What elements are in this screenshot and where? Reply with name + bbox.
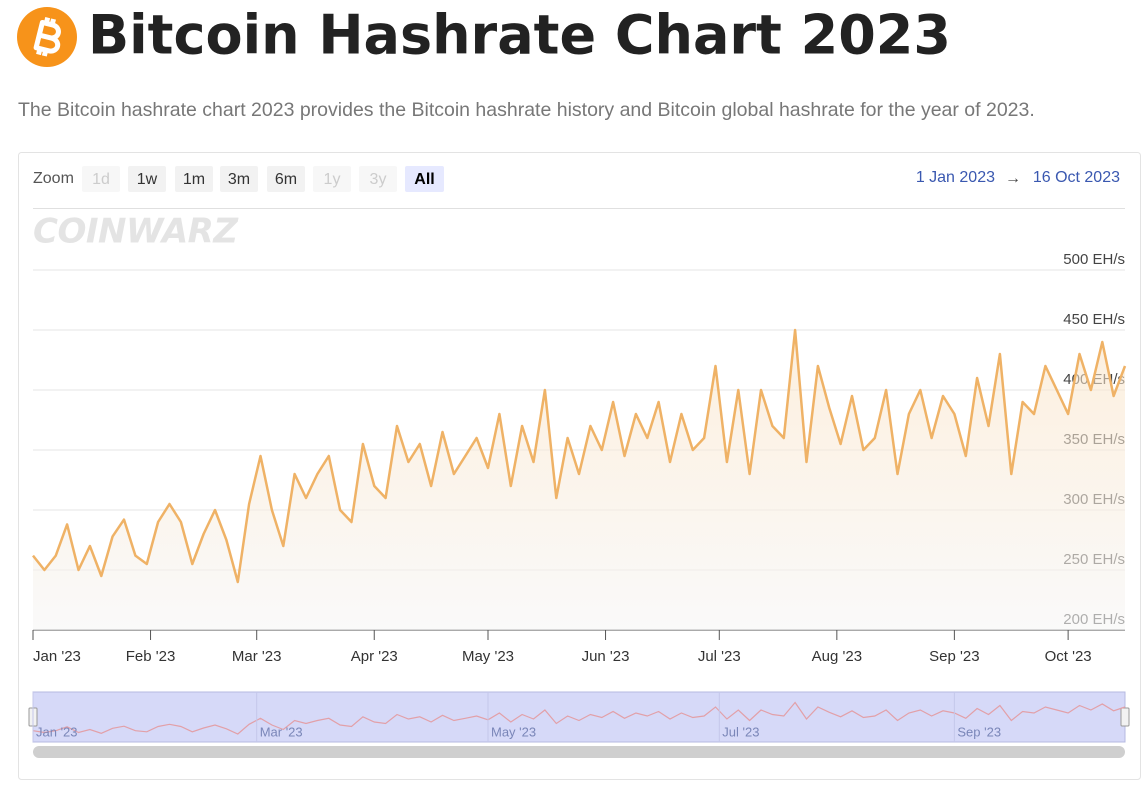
zoom-button-label: 1y [324, 171, 341, 188]
zoom-button[interactable] [128, 166, 166, 192]
y-tick-label: 450 EH/s [1063, 311, 1125, 328]
y-tick-label: 500 EH/s [1063, 251, 1125, 268]
zoom-button-label: 3y [370, 171, 387, 188]
zoom-button-label[interactable]: 6m [275, 171, 297, 188]
zoom-button [313, 166, 351, 192]
navigator-tick-label: Jan '23 [36, 724, 78, 739]
plot: 200 EH/s250 EH/s300 EH/s350 EH/s400 EH/s… [32, 251, 1127, 742]
x-tick-label: May '23 [462, 648, 514, 665]
bitcoin-icon [17, 7, 77, 67]
x-tick-label: Jul '23 [698, 648, 741, 665]
zoom-button [359, 166, 397, 192]
zoom-button-label[interactable]: 3m [228, 171, 250, 188]
x-tick-label: Aug '23 [812, 648, 862, 665]
watermark: COINWARZ [33, 212, 239, 252]
range-separator: → [1005, 170, 1021, 187]
scrollbar[interactable] [33, 746, 1125, 758]
page-description: The Bitcoin hashrate chart 2023 provides… [18, 99, 1035, 121]
zoom-button[interactable] [405, 166, 444, 192]
zoom-label: Zoom [33, 170, 74, 187]
zoom-button[interactable] [267, 166, 305, 192]
x-tick-label: Apr '23 [351, 648, 398, 665]
x-tick-label: Sep '23 [929, 648, 979, 665]
zoom-button-label[interactable]: 1w [137, 171, 158, 188]
x-tick-label: Jan '23 [33, 648, 81, 665]
zoom-button-label: 1d [92, 171, 110, 188]
navigator-tick-label: Sep '23 [957, 724, 1001, 739]
page-title: Bitcoin Hashrate Chart 2023 [88, 4, 951, 67]
area-fill [33, 330, 1125, 630]
zoom-button-label[interactable]: 1m [183, 171, 205, 188]
navigator-tick-label: May '23 [491, 724, 536, 739]
x-tick-label: Oct '23 [1045, 648, 1092, 665]
navigator-window[interactable] [32, 691, 1126, 743]
range-to[interactable]: 16 Oct 2023 [1033, 169, 1120, 186]
navigator-line [32, 701, 1126, 735]
x-tick-label: Jun '23 [582, 648, 630, 665]
x-tick-label: Feb '23 [126, 648, 176, 665]
navigator-handle-right[interactable] [1120, 707, 1130, 727]
zoom-button [82, 166, 120, 192]
navigator-tick-label: Jul '23 [722, 724, 759, 739]
series-line [32, 328, 1127, 584]
zoom-buttons: 1d 1w 1m 3m 6m 1y 3y All [82, 166, 444, 192]
range-from[interactable]: 1 Jan 2023 [916, 169, 995, 186]
zoom-button[interactable] [175, 166, 213, 192]
navigator-tick-label: Mar '23 [260, 724, 303, 739]
zoom-button[interactable] [220, 166, 258, 192]
zoom-button-label[interactable]: All [414, 171, 434, 188]
x-tick-label: Mar '23 [232, 648, 282, 665]
